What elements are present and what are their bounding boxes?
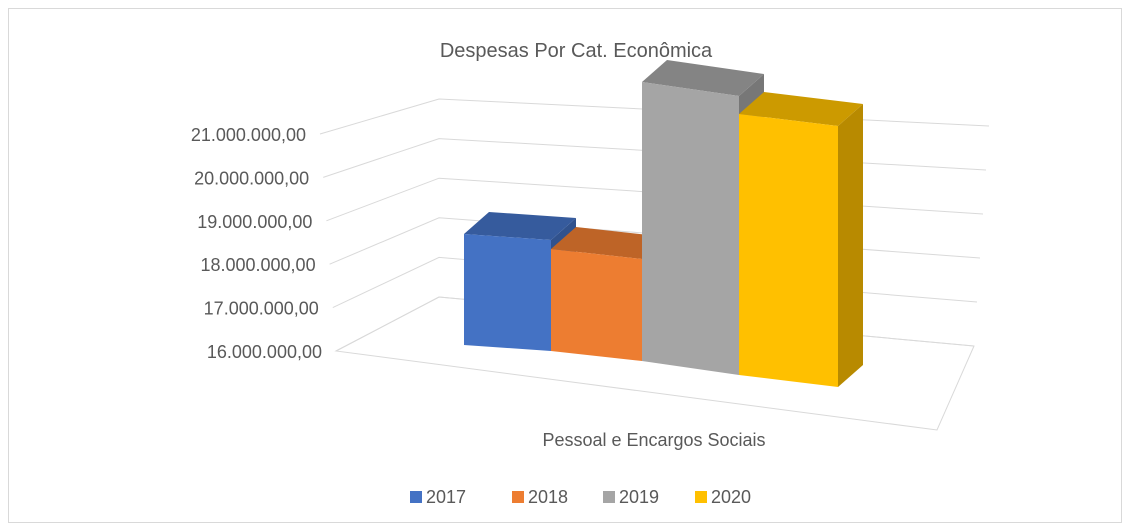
labels: 16.000.000,00 17.000.000,00 18.000.000,00 1… xyxy=(191,40,766,450)
chart-plot: 16.000.000,00 17.000.000,00 18.000.000,00 1… xyxy=(191,40,990,507)
bar-2017 xyxy=(464,234,551,351)
bar-2020 xyxy=(739,114,838,387)
chart-container: 16.000.000,00 17.000.000,00 18.000.000,00 1… xyxy=(8,8,1122,523)
y-tick-label: 16.000.000,00 xyxy=(207,342,322,362)
y-tick-label: 19.000.000,00 xyxy=(197,212,312,232)
legend-swatch-2020 xyxy=(695,491,707,503)
y-tick-label: 21.000.000,00 xyxy=(191,125,306,145)
legend-label-2019: 2019 xyxy=(619,487,659,507)
legend-label-2020: 2020 xyxy=(711,487,751,507)
legend: 2017 2018 2019 2020 xyxy=(410,487,751,507)
legend-swatch-2017 xyxy=(410,491,422,503)
bar-2018 xyxy=(551,249,642,361)
bars xyxy=(464,60,863,387)
y-tick-label: 18.000.000,00 xyxy=(200,255,315,275)
legend-label-2018: 2018 xyxy=(528,487,568,507)
legend-swatch-2018 xyxy=(512,491,524,503)
bar-top xyxy=(739,92,863,126)
y-tick-label: 20.000.000,00 xyxy=(194,168,309,188)
legend-swatch-2019 xyxy=(603,491,615,503)
bar-side xyxy=(838,104,863,387)
x-category-label: Pessoal e Encargos Sociais xyxy=(542,430,765,450)
bar-top xyxy=(642,60,764,96)
y-tick-label: 17.000.000,00 xyxy=(204,299,319,319)
bar-top xyxy=(551,227,667,259)
chart-title: Despesas Por Cat. Econômica xyxy=(440,40,713,62)
bar-top xyxy=(464,212,576,240)
legend-label-2017: 2017 xyxy=(426,487,466,507)
bar-2019 xyxy=(642,82,739,375)
